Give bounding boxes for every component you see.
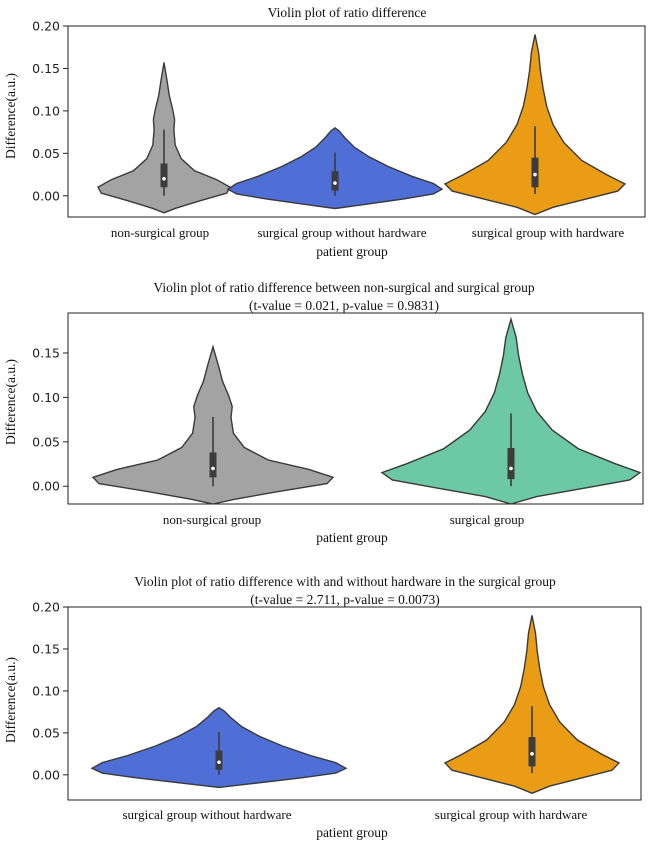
- x-axis-label: patient group: [316, 244, 388, 259]
- violin-median: [162, 177, 166, 181]
- plot-frame: [67, 25, 646, 218]
- chart-title: Violin plot of ratio difference between …: [153, 280, 534, 295]
- y-tick-label: 0.10: [32, 683, 60, 698]
- chart-title: Violin plot of ratio difference with and…: [134, 574, 556, 589]
- y-tick-label: 0.00: [32, 479, 60, 494]
- violin-iqr-box: [507, 448, 515, 480]
- x-tick-label: surgical group: [450, 512, 525, 527]
- violin-iqr-box: [331, 171, 339, 191]
- violin-body: [443, 615, 621, 795]
- violin-median: [533, 172, 537, 177]
- violin-median: [530, 752, 534, 756]
- violin-iqr-box: [215, 750, 223, 770]
- y-tick-label: 0.10: [32, 390, 60, 405]
- x-tick-label: surgical group without hardware: [122, 807, 291, 822]
- y-tick-label: 0.20: [32, 19, 60, 34]
- chart-subtitle: (t-value = 2.711, p-value = 0.0073): [250, 592, 439, 607]
- y-axis-label: Difference(a.u.): [3, 657, 18, 743]
- y-tick-label: 0.10: [32, 103, 60, 118]
- violin-panel-3: Violin plot of ratio difference with and…: [3, 574, 642, 840]
- y-tick-label: 0.15: [32, 61, 60, 76]
- x-axis-label: patient group: [316, 825, 388, 840]
- violin-iqr-box: [528, 737, 536, 767]
- violin-iqr-box: [531, 157, 539, 188]
- y-tick-label: 0.00: [32, 767, 60, 782]
- y-axis-label: Difference(a.u.): [3, 359, 18, 445]
- plot-frame: [67, 312, 644, 505]
- violin-iqr-box: [160, 163, 168, 188]
- plot-frame: [67, 606, 642, 801]
- violin-median: [211, 466, 215, 471]
- violin-body: [380, 316, 642, 505]
- y-tick-label: 0.15: [32, 641, 60, 656]
- y-tick-label: 0.05: [32, 434, 60, 449]
- x-tick-label: surgical group with hardware: [472, 225, 625, 240]
- y-tick-label: 0.20: [32, 600, 60, 615]
- violin-body: [443, 34, 627, 216]
- violin-panel-2: Violin plot of ratio difference between …: [3, 280, 644, 545]
- x-tick-label: non-surgical group: [163, 512, 261, 527]
- y-axis-label: Difference(a.u.): [3, 73, 18, 159]
- x-tick-label: non-surgical group: [111, 225, 209, 240]
- y-tick-label: 0.05: [32, 725, 60, 740]
- x-tick-label: surgical group with hardware: [435, 807, 588, 822]
- x-tick-label: surgical group without hardware: [257, 225, 426, 240]
- y-tick-label: 0.05: [32, 146, 60, 161]
- violin-median: [333, 181, 337, 185]
- violin-panel-1: Violin plot of ratio difference 0.00 0.05…: [3, 5, 646, 259]
- y-tick-label: 0.15: [32, 345, 60, 360]
- x-axis-label: patient group: [316, 530, 388, 545]
- y-tick-label: 0.00: [32, 188, 60, 203]
- violin-median: [217, 760, 221, 765]
- violin-iqr-box: [209, 452, 217, 478]
- violin-median: [509, 466, 513, 471]
- chart-title: Violin plot of ratio difference: [268, 5, 427, 20]
- chart-subtitle: (t-value = 0.021, p-value = 0.9831): [249, 298, 439, 313]
